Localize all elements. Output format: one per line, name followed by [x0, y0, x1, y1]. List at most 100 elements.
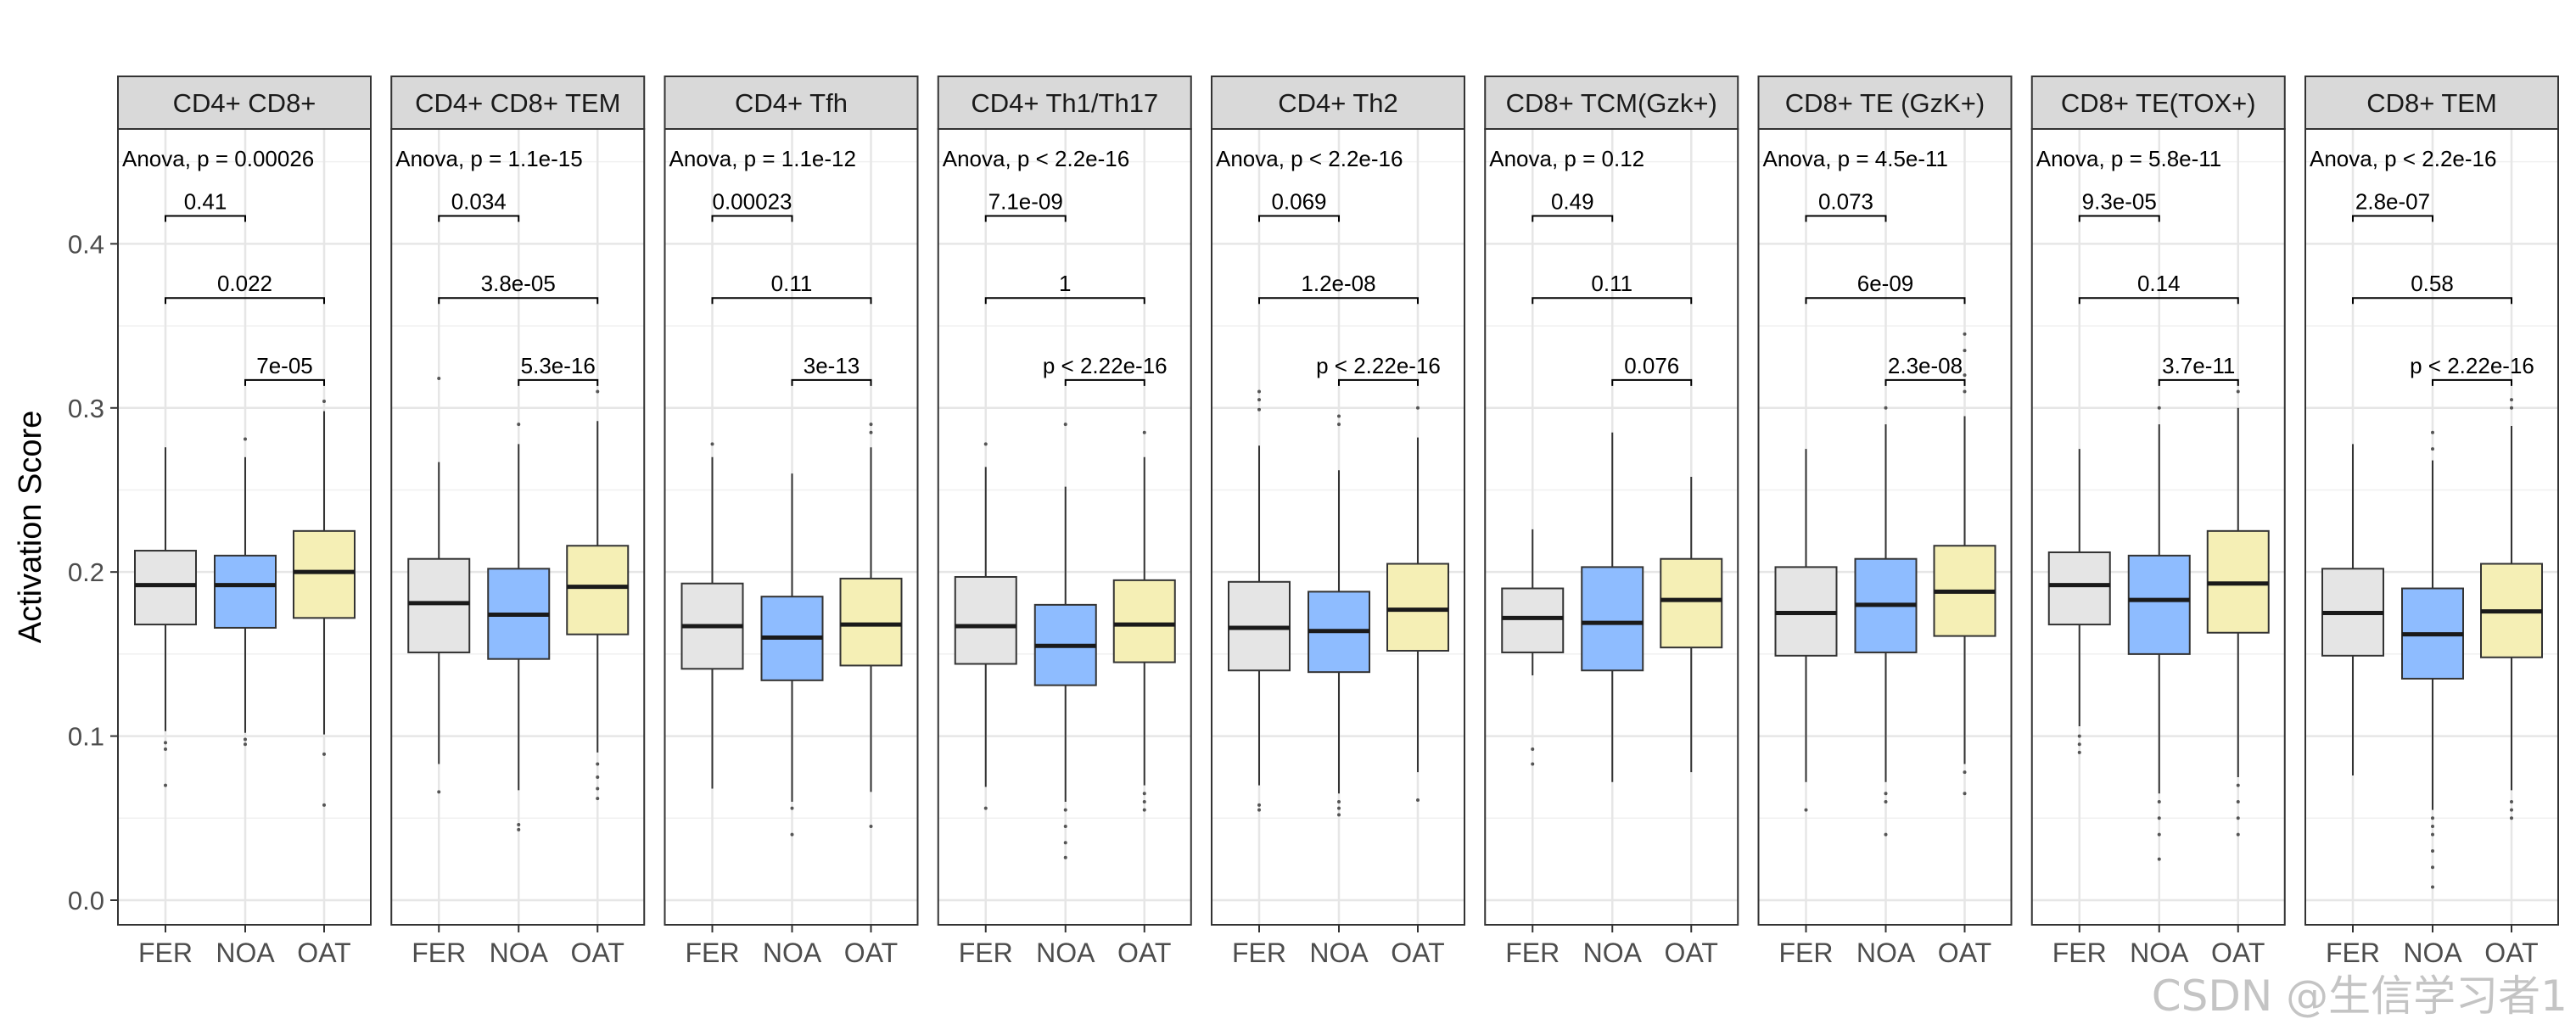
p-value-label: 0.11	[771, 271, 813, 296]
x-tick-label: FER	[686, 938, 740, 968]
p-value-label: 0.076	[1624, 353, 1679, 378]
facet-panel: CD4+ Th1/Th17 Anova, p < 2.2e-16 7.1e-09 1 p…	[937, 76, 1192, 968]
p-value-label: 0.022	[217, 271, 272, 296]
bracket-fer-noa: 9.3e-05	[2078, 189, 2160, 222]
anova-label: Anova, p < 2.2e-16	[943, 146, 1129, 171]
y-tick-label: 0.1	[68, 722, 104, 752]
x-tick-label: FER	[412, 938, 466, 968]
facet-strip-label: CD4+ Tfh	[735, 88, 848, 118]
outlier-point	[790, 832, 794, 837]
bracket-line	[1611, 378, 1693, 386]
x-tick-label: NOA	[1583, 938, 1643, 968]
outlier-point	[596, 389, 600, 394]
x-tick-label: FER	[1505, 938, 1560, 968]
x-tick-label: FER	[1779, 938, 1834, 968]
outlier-point	[164, 747, 167, 752]
facet-strip-label: CD8+ TE(TOX+)	[2061, 88, 2256, 118]
bracket-line	[1884, 378, 1966, 386]
box-noa	[1581, 432, 1644, 782]
outlier-point	[1063, 423, 1067, 427]
outlier-point	[2431, 865, 2434, 870]
box-oat	[2480, 398, 2543, 820]
bracket-line	[1338, 378, 1419, 386]
bracket-line	[711, 215, 793, 222]
x-tick-label: OAT	[1117, 938, 1171, 968]
facet-strip-label: CD8+ TCM(Gzk+)	[1506, 88, 1717, 118]
outlier-point	[322, 400, 326, 404]
bracket-line	[791, 378, 872, 386]
box-fer	[134, 447, 197, 787]
outlier-point	[437, 790, 441, 794]
anova-label: Anova, p = 0.12	[1489, 146, 1644, 171]
outlier-point	[2431, 447, 2434, 451]
x-tick-label: NOA	[1036, 938, 1095, 968]
x-tick-label: OAT	[1391, 938, 1444, 968]
box-oat	[2206, 389, 2270, 837]
bracket-fer-oat: 0.58	[2352, 271, 2512, 305]
outlier-point	[869, 430, 873, 434]
p-value-label: 6e-09	[1857, 271, 1914, 296]
p-value-label: 7e-05	[256, 353, 313, 378]
bracket-fer-oat: 1	[984, 271, 1145, 305]
x-tick-label: OAT	[571, 938, 624, 968]
p-value-label: 0.14	[2137, 271, 2181, 296]
p-value-label: 9.3e-05	[2082, 189, 2157, 215]
bracket-line	[438, 297, 599, 305]
outlier-point	[2236, 832, 2240, 837]
outlier-point	[2157, 857, 2161, 861]
bracket-noa-oat: 2.3e-08	[1884, 353, 1966, 386]
box-fer	[1501, 529, 1565, 766]
box-iqr	[134, 550, 197, 626]
y-axis-label: Activation Score	[13, 411, 48, 644]
outlier-point	[2236, 783, 2240, 787]
outlier-point	[1337, 414, 1341, 418]
box-oat	[293, 400, 356, 807]
p-value-label: 3.7e-11	[2162, 353, 2235, 378]
x-tick-label: NOA	[763, 938, 822, 968]
bracket-line	[2352, 215, 2433, 222]
box-noa	[2401, 430, 2464, 889]
anova-label: Anova, p = 5.8e-11	[2036, 146, 2222, 171]
box-iqr	[1501, 587, 1565, 653]
facet-panel: CD4+ CD8+ TEM Anova, p = 1.1e-15 0.034 3.8e…	[390, 76, 646, 968]
bracket-line	[518, 378, 599, 386]
outlier-point	[983, 442, 988, 446]
y-axis: 0.0 0.1 0.2 0.3 0.4 Activation Score	[13, 229, 118, 915]
outlier-point	[2236, 816, 2240, 820]
outlier-point	[2157, 406, 2161, 410]
facet-strip	[390, 76, 646, 130]
outlier-point	[1416, 406, 1420, 410]
p-value-label: 5.3e-16	[521, 353, 596, 378]
x-tick-label: FER	[959, 938, 1013, 968]
facet-panel: CD4+ Th2 Anova, p < 2.2e-16 0.069 1.2e-08 p …	[1211, 76, 1465, 968]
box-fer	[954, 442, 1017, 810]
box-iqr	[2127, 554, 2191, 655]
x-tick-label: OAT	[1665, 938, 1718, 968]
x-tick-label: OAT	[1938, 938, 1991, 968]
box-noa	[760, 473, 824, 837]
bracket-line	[1258, 215, 1340, 222]
facet-panel: CD8+ TCM(Gzk+) Anova, p = 0.12 0.49 0.11 0.0…	[1484, 76, 1739, 968]
facet-strip	[1484, 76, 1739, 130]
outlier-point	[517, 827, 521, 831]
box-fer	[1228, 389, 1291, 812]
outlier-point	[2077, 734, 2081, 738]
facet-strip	[1211, 76, 1465, 130]
bracket-fer-oat: 0.11	[711, 271, 872, 305]
x-tick-label: NOA	[2130, 938, 2189, 968]
outlier-point	[1884, 406, 1888, 410]
anova-label: Anova, p = 1.1e-15	[395, 146, 582, 171]
facet-strip	[117, 76, 372, 130]
outlier-point	[2510, 799, 2513, 803]
box-iqr	[2047, 551, 2111, 626]
box-oat	[1933, 332, 1996, 796]
x-tick-label: FER	[2326, 938, 2380, 968]
outlier-point	[1142, 799, 1146, 803]
p-value-label: 1	[1059, 271, 1071, 296]
x-tick-label: NOA	[1309, 938, 1369, 968]
box-fer	[407, 376, 471, 794]
box-fer	[1774, 449, 1838, 812]
x-tick-label: NOA	[216, 938, 275, 968]
outlier-point	[2157, 799, 2161, 803]
